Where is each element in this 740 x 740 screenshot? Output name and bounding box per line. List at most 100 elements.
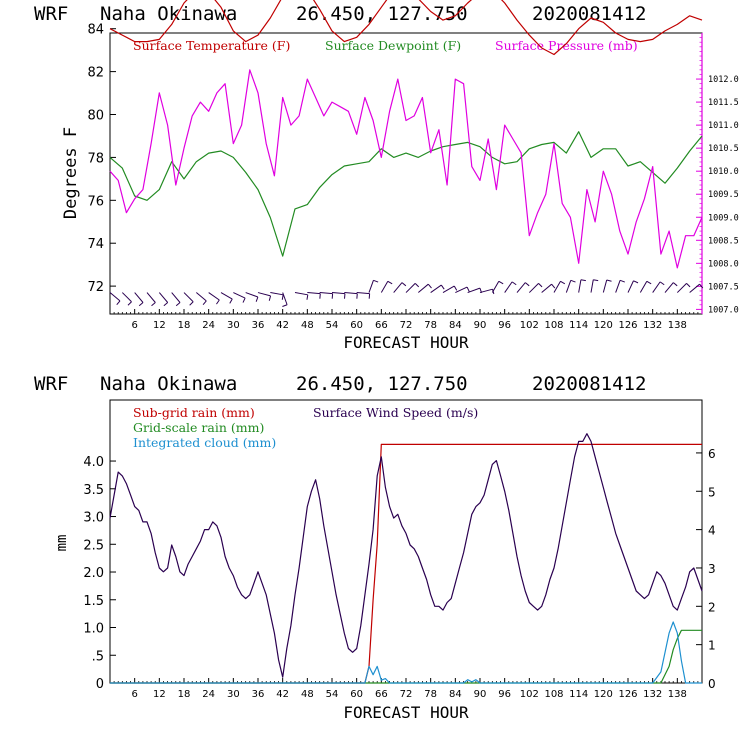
x-tick-label: 78 xyxy=(424,689,437,700)
wind-barb xyxy=(652,281,665,293)
wind-barb xyxy=(257,292,272,301)
x-tick-label: 18 xyxy=(178,320,191,331)
y-tick-label: 1.5 xyxy=(83,594,104,609)
x-tick-label: 6 xyxy=(131,689,137,700)
x-tick-label: 66 xyxy=(375,320,388,331)
wind-barb xyxy=(208,292,220,305)
x-tick-label: 102 xyxy=(520,689,539,700)
x-tick-label: 54 xyxy=(326,689,339,700)
wind-barb xyxy=(134,292,144,307)
x-tick-label: 84 xyxy=(449,320,462,331)
wind-barb xyxy=(368,279,379,293)
panel-2-header: WRF Naha Okinawa 26.450, 127.750 2020081… xyxy=(34,373,646,395)
x-tick-label: 48 xyxy=(301,320,314,331)
x-tick-label: 18 xyxy=(178,689,191,700)
wind-barb xyxy=(356,292,371,299)
wind-barb xyxy=(565,279,576,293)
x-tick-label: 42 xyxy=(276,689,289,700)
panel-1-x-axis-label: FORECAST HOUR xyxy=(343,333,469,352)
y-tick-label: 1.0 xyxy=(83,622,104,637)
wind-barb xyxy=(467,287,483,294)
x-tick-label: 126 xyxy=(618,689,637,700)
y-tick-label: 0 xyxy=(96,677,104,692)
y-tick-label: 76 xyxy=(87,194,104,209)
x-tick-label: 90 xyxy=(474,689,487,700)
wind-barb xyxy=(109,292,121,306)
x-tick-label: 96 xyxy=(498,320,511,331)
y-tick-label: 72 xyxy=(87,280,104,295)
x-tick-label: 132 xyxy=(643,689,662,700)
panel-2-series xyxy=(109,433,703,684)
x-tick-label: 12 xyxy=(153,689,166,700)
series-line-surface-dewpoint-f xyxy=(109,131,703,257)
wind-barb xyxy=(430,284,445,293)
x-tick-label: 24 xyxy=(202,689,215,700)
series-line-integrated-cloud-mm xyxy=(110,621,702,684)
y2-tick-label: 5 xyxy=(708,485,716,499)
legend-subgrid-rain: Sub-grid rain (mm) xyxy=(133,405,255,420)
legend-integrated-cloud: Integrated cloud (mm) xyxy=(133,435,276,450)
x-tick-label: 138 xyxy=(668,689,687,700)
x-tick-label: 48 xyxy=(301,689,314,700)
y-tick-label: .5 xyxy=(92,649,104,664)
y-tick-label: 80 xyxy=(87,109,104,124)
y2-tick-label: 1010.0 xyxy=(708,167,739,177)
panel-1-series xyxy=(109,0,703,269)
y-tick-label: 74 xyxy=(87,237,104,252)
header-init: 2020081412 xyxy=(532,3,646,25)
x-tick-label: 42 xyxy=(276,320,289,331)
y2-tick-label: 1009.5 xyxy=(708,190,739,200)
wind-barb xyxy=(553,280,566,293)
panel-2-x-axis-label: FORECAST HOUR xyxy=(343,703,469,722)
panel-1-plot-frame xyxy=(109,32,703,315)
panel-2-x-ticks: 6 12 18 24 30 36 42 48 54 60 66 72 78 84 90 96 102 108 114… xyxy=(113,678,699,700)
wind-barb xyxy=(639,280,652,293)
wind-barb xyxy=(196,292,207,306)
header-coords: 26.450, 127.750 xyxy=(296,373,468,395)
wind-barb xyxy=(270,292,284,300)
wind-barb xyxy=(319,292,334,299)
wind-barb xyxy=(504,281,517,293)
wind-barb xyxy=(627,280,639,293)
panel-2-y-axis-label: mm xyxy=(54,535,70,552)
wind-barb xyxy=(183,292,194,306)
wind-barb xyxy=(479,288,495,295)
series-line-surface-temperature-f xyxy=(109,0,703,56)
y-tick-label: 3.0 xyxy=(83,511,104,526)
panel-1-y-ticks: 72 74 76 78 80 82 84 xyxy=(87,23,116,295)
wind-barb xyxy=(344,292,358,299)
wind-barb xyxy=(442,285,458,293)
header-model: WRF xyxy=(34,3,68,25)
panel-1-x-ticks: 6 12 18 24 30 36 42 48 54 60 66 72 78 84 90 96 102 108 114… xyxy=(113,309,699,331)
x-tick-label: 132 xyxy=(643,320,662,331)
x-tick-label: 120 xyxy=(594,320,613,331)
x-tick-label: 66 xyxy=(375,689,388,700)
y2-tick-label: 1 xyxy=(708,639,716,653)
wind-barb xyxy=(602,279,612,293)
header-model: WRF xyxy=(34,373,68,395)
x-tick-label: 36 xyxy=(252,320,265,331)
x-tick-label: 84 xyxy=(449,689,462,700)
y-tick-label: 2.0 xyxy=(83,566,104,581)
wind-barb xyxy=(676,283,691,293)
legend-dewpoint: Surface Dewpoint (F) xyxy=(325,38,461,53)
panel-2-y-ticks: 0 .5 1.0 1.5 2.0 2.5 3.0 3.5 4.0 xyxy=(83,455,116,692)
y2-tick-label: 1008.5 xyxy=(708,236,739,246)
y2-tick-label: 1009.0 xyxy=(708,213,739,223)
wind-barb xyxy=(615,279,625,293)
wind-barb xyxy=(245,292,259,302)
x-tick-label: 108 xyxy=(544,320,563,331)
wind-barb xyxy=(233,292,246,303)
wind-barb xyxy=(528,283,543,293)
legend-temperature: Surface Temperature (F) xyxy=(133,38,290,53)
x-tick-label: 138 xyxy=(668,320,687,331)
wind-barb xyxy=(146,292,156,307)
series-line-sub-grid-rain-mm xyxy=(110,443,702,684)
panel-1-y2-ticks: 1007.0 1007.5 1008.0 1008.5 1009.0 1009.5 1010… xyxy=(696,37,739,315)
wind-barb xyxy=(393,282,407,293)
panel-1-header: WRF Naha Okinawa 26.450, 127.750 2020081… xyxy=(34,3,646,25)
panel-2-y2-ticks: 0 1 2 3 4 5 6 xyxy=(696,447,716,691)
panel-1-legend: Surface Temperature (F) Surface Dewpoint… xyxy=(133,38,638,53)
panel-1-y-axis-label: Degrees F xyxy=(61,127,81,219)
